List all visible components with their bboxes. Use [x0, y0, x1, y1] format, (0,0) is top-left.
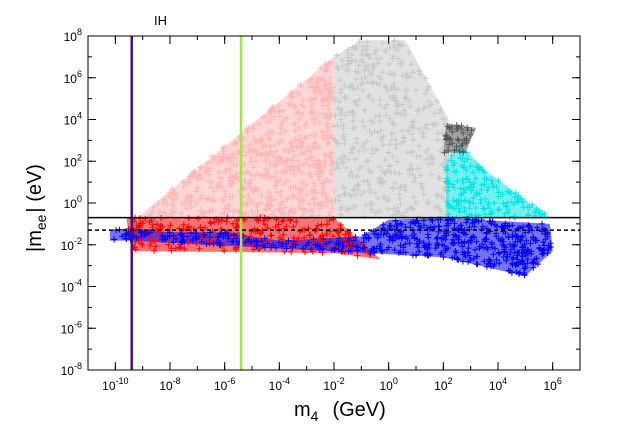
y-tick-label: 106 [64, 69, 82, 86]
x-tick-label: 10-8 [159, 376, 180, 393]
y-tick-label: 10-6 [61, 319, 82, 336]
reference-lines [88, 36, 580, 370]
x-tick-label: 10-4 [269, 376, 290, 393]
axis-ticks [87, 35, 581, 371]
y-tick-label: 100 [64, 194, 82, 211]
points-light-gray [331, 37, 452, 220]
region-blue [109, 217, 553, 277]
y-tick-label: 10-2 [61, 236, 82, 253]
x-tick-label: 102 [434, 376, 452, 393]
x-tick-label: 10-2 [323, 376, 344, 393]
annotation-ih: IH [154, 13, 167, 28]
region-pink [137, 56, 334, 218]
x-tick-label: 104 [489, 376, 507, 393]
y-tick-label: 104 [64, 111, 82, 128]
y-tick-label: 10-8 [61, 361, 82, 378]
y-tick-label: 108 [64, 27, 82, 44]
points-blue [111, 216, 554, 279]
x-axis-label: m4 (GeV) [294, 399, 386, 424]
points-dark-gray [441, 122, 475, 156]
axis-labels: 10-10 10-8 10-6 10-4 10-2 100 102 104 106 10-8 10-… [61, 27, 562, 393]
region-light-gray [334, 40, 449, 218]
y-tick-label: 10-4 [61, 278, 82, 295]
x-tick-label: 106 [543, 376, 561, 393]
x-tick-label: 10-6 [214, 376, 235, 393]
x-tick-label: 100 [379, 376, 397, 393]
x-tick-label: 10-10 [102, 376, 128, 393]
y-axis-label: |mee| (eV) [24, 164, 49, 252]
y-tick-label: 102 [64, 152, 82, 169]
